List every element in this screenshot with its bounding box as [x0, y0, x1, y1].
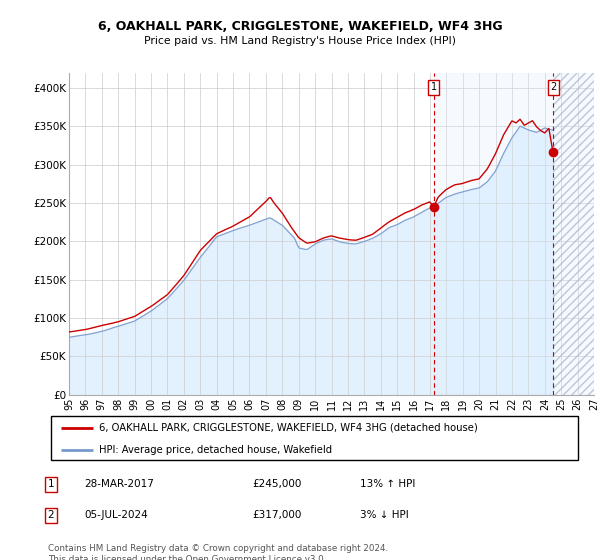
Text: 05-JUL-2024: 05-JUL-2024: [84, 510, 148, 520]
Text: 2: 2: [47, 510, 55, 520]
Text: £317,000: £317,000: [252, 510, 301, 520]
Text: 13% ↑ HPI: 13% ↑ HPI: [360, 479, 415, 489]
Text: 28-MAR-2017: 28-MAR-2017: [84, 479, 154, 489]
Text: 1: 1: [431, 82, 437, 92]
Bar: [434, 73, 594, 395]
Text: 6, OAKHALL PARK, CRIGGLESTONE, WAKEFIELD, WF4 3HG: 6, OAKHALL PARK, CRIGGLESTONE, WAKEFIELD…: [98, 20, 502, 32]
Text: Price paid vs. HM Land Registry's House Price Index (HPI): Price paid vs. HM Land Registry's House …: [144, 36, 456, 46]
Text: 1: 1: [47, 479, 55, 489]
Text: 3% ↓ HPI: 3% ↓ HPI: [360, 510, 409, 520]
Text: 2: 2: [550, 82, 556, 92]
Bar: [553, 73, 594, 395]
Text: 6, OAKHALL PARK, CRIGGLESTONE, WAKEFIELD, WF4 3HG (detached house): 6, OAKHALL PARK, CRIGGLESTONE, WAKEFIELD…: [99, 423, 478, 433]
Text: Contains HM Land Registry data © Crown copyright and database right 2024.
This d: Contains HM Land Registry data © Crown c…: [48, 544, 388, 560]
FancyBboxPatch shape: [50, 416, 578, 460]
Text: HPI: Average price, detached house, Wakefield: HPI: Average price, detached house, Wake…: [99, 445, 332, 455]
Text: £245,000: £245,000: [252, 479, 301, 489]
